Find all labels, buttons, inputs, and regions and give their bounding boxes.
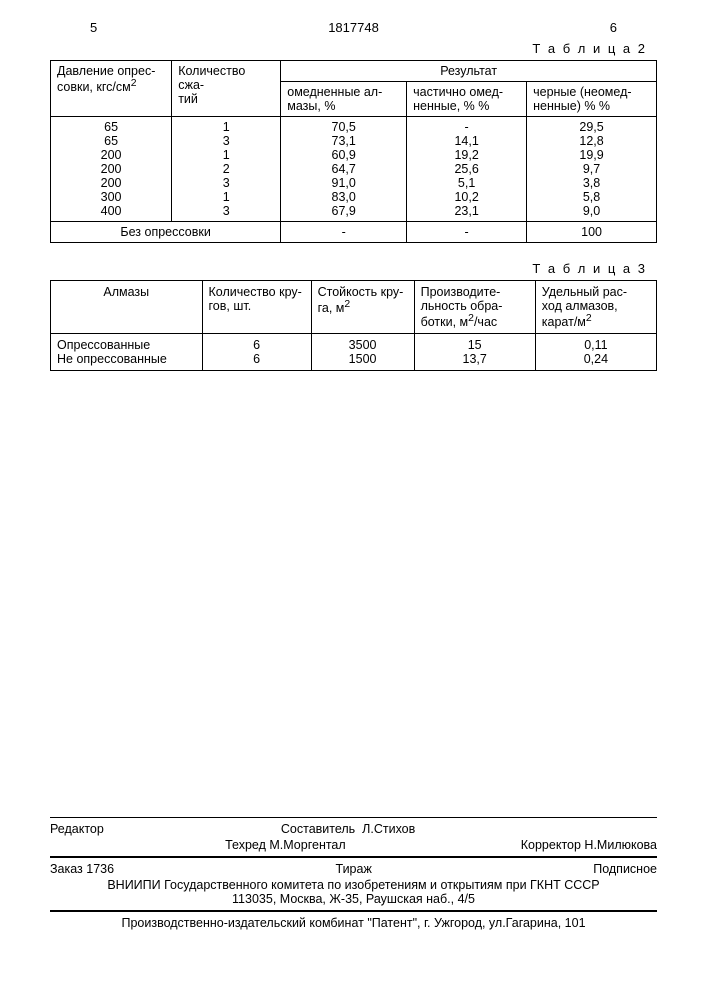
t3-col2-header: Количество кру- гов, шт. xyxy=(202,281,311,334)
divider xyxy=(50,910,657,912)
table3: Алмазы Количество кру- гов, шт. Стойкост… xyxy=(50,280,657,371)
techred: Техред М.Моргентал xyxy=(225,838,346,852)
t3-col5-header: Удельный рас- ход алмазов, карат/м2 xyxy=(535,281,656,334)
org-line1: ВНИИПИ Государственного комитета по изоб… xyxy=(50,878,657,892)
circulation-label: Тираж xyxy=(335,862,371,876)
table2: Давление опрес- совки, кгс/см2 Количеств… xyxy=(50,60,657,243)
t2-c3-block: 70,5 73,1 60,9 64,7 91,0 83,0 67,9 xyxy=(281,117,407,222)
t2-f5: 100 xyxy=(527,222,657,243)
t2-f4: - xyxy=(407,222,527,243)
footer-block: Редактор Составитель Л.Стихов placeholde… xyxy=(50,813,657,930)
order: Заказ 1736 xyxy=(50,862,114,876)
publisher-line: Производственно-издательский комбинат "П… xyxy=(50,916,657,930)
t3-body-c5: 0,11 0,24 xyxy=(535,334,656,371)
t2-f3: - xyxy=(281,222,407,243)
t2-footer-label: Без опрессовки xyxy=(51,222,281,243)
org-line2: 113035, Москва, Ж-35, Раушская наб., 4/5 xyxy=(50,892,657,906)
table-row: Опрессованные Не опрессованные 6 6 3500 … xyxy=(51,334,657,371)
table-row: Алмазы Количество кру- гов, шт. Стойкост… xyxy=(51,281,657,334)
footer-line: Техред М.Моргентал Корректор Н.Милюкова xyxy=(50,838,657,852)
t2-col5-header: черные (неомед- ненные) % % xyxy=(527,82,657,117)
corrector: Корректор Н.Милюкова xyxy=(521,838,657,852)
doc-number: 1817748 xyxy=(328,20,379,35)
t2-result-header: Результат xyxy=(281,61,657,82)
table2-caption: Т а б л и ц а 2 xyxy=(50,41,647,56)
t2-c4-block: - 14,1 19,2 25,6 5,1 10,2 23,1 xyxy=(407,117,527,222)
t3-body-c4: 15 13,7 xyxy=(414,334,535,371)
page-num-right: 6 xyxy=(610,20,617,35)
page-num-left: 5 xyxy=(90,20,97,35)
table-row: Без опрессовки - - 100 xyxy=(51,222,657,243)
t2-col4-header: частично омед- ненные, % % xyxy=(407,82,527,117)
divider xyxy=(50,856,657,858)
footer-line: Заказ 1736 Тираж Подписное xyxy=(50,862,657,876)
t2-col1-header: Давление опрес- совки, кгс/см2 xyxy=(51,61,172,117)
t2-col2-header: Количество сжа- тий xyxy=(172,61,281,117)
t3-col4-header: Производите- льность обра- ботки, м2/час xyxy=(414,281,535,334)
page: 5 1817748 6 Т а б л и ц а 2 Давление опр… xyxy=(0,0,707,1000)
table3-caption: Т а б л и ц а 3 xyxy=(50,261,647,276)
divider xyxy=(50,817,657,818)
page-header: 5 1817748 6 xyxy=(50,20,657,35)
t3-col3-header: Стойкость кру- га, м2 xyxy=(311,281,414,334)
compiler: Составитель Л.Стихов xyxy=(281,822,415,836)
t3-body-c1: Опрессованные Не опрессованные xyxy=(51,334,203,371)
t2-c1-block: 65 65 200 200 200 300 400 xyxy=(51,117,172,222)
table-row: Давление опрес- совки, кгс/см2 Количеств… xyxy=(51,61,657,82)
t2-c5-block: 29,5 12,8 19,9 9,7 3,8 5,8 9,0 xyxy=(527,117,657,222)
subscription-label: Подписное xyxy=(593,862,657,876)
t3-col1-header: Алмазы xyxy=(51,281,203,334)
t2-col3-header: омедненные ал- мазы, % xyxy=(281,82,407,117)
footer-line: Редактор Составитель Л.Стихов placeholde… xyxy=(50,822,657,836)
t3-body-c2: 6 6 xyxy=(202,334,311,371)
t3-body-c3: 3500 1500 xyxy=(311,334,414,371)
t2-c2-block: 1 3 1 2 3 1 3 xyxy=(172,117,281,222)
editor-label: Редактор xyxy=(50,822,104,836)
